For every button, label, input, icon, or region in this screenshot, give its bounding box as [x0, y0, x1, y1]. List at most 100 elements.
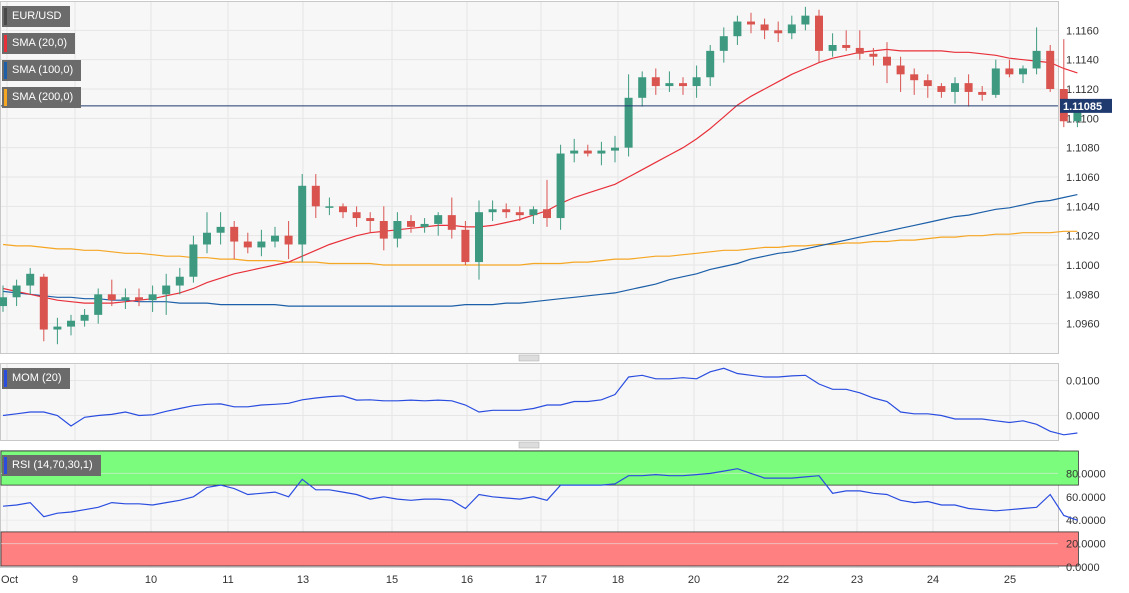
candle-body [0, 297, 7, 307]
legend-rsi[interactable]: RSI (14,70,30,1) [2, 455, 101, 476]
candle-body [162, 285, 171, 295]
x-tick-label: 10 [145, 574, 157, 586]
candle-body [420, 223, 429, 227]
candle-body [991, 68, 1000, 95]
legend-sma20[interactable]: SMA (20,0) [2, 33, 76, 54]
rsi-line [2, 468, 1078, 521]
candle-body [665, 83, 674, 87]
x-tick-label: 20 [688, 574, 700, 586]
mom-panel [0, 363, 1059, 441]
legend-mom[interactable]: MOM (20) [2, 368, 70, 389]
legend-sma200[interactable]: SMA (200,0) [2, 87, 82, 108]
candle-body [760, 24, 769, 31]
candle-body [828, 45, 837, 51]
mom-tick-label: 0.0000 [1066, 411, 1100, 423]
candle-body [475, 212, 483, 263]
candle-body [271, 235, 279, 242]
last-price-label: 1.11085 [1063, 101, 1102, 113]
y-tick-label: 1.0960 [1066, 319, 1100, 331]
candle-body [12, 285, 21, 298]
candle-body [447, 215, 456, 230]
candle-body [638, 77, 647, 98]
legend-symbol-label: EUR/USD [12, 10, 62, 22]
candle-body [910, 74, 919, 81]
candle-body [121, 297, 130, 301]
candle-body [937, 86, 946, 92]
candle-body [543, 209, 551, 219]
candle-body [842, 45, 851, 48]
x-tick-label: 9 [72, 574, 78, 586]
candle-body [1046, 50, 1055, 89]
rsi-tick-label: 20.0000 [1066, 539, 1106, 551]
candle-body [679, 83, 687, 87]
candle-body [80, 314, 89, 321]
candle-body [597, 150, 606, 154]
x-tick-label: 18 [612, 574, 624, 586]
candle-body [339, 206, 347, 213]
candle-body [869, 53, 878, 57]
x-tick-label: 23 [851, 574, 863, 586]
legend-symbol[interactable]: EUR/USD [2, 6, 70, 27]
candle-body [855, 47, 864, 54]
candle-body [896, 65, 905, 75]
candle-body [379, 221, 388, 239]
candle-body [815, 15, 823, 51]
candle-body [611, 147, 619, 151]
legend-rsi-label: RSI (14,70,30,1) [12, 459, 93, 471]
y-tick-label: 1.1140 [1066, 55, 1099, 67]
candle-body [733, 21, 742, 37]
mom-line [2, 367, 1078, 436]
legend-mom-swatch [4, 370, 7, 387]
y-tick-label: 1.1100 [1066, 113, 1099, 125]
candle-body [774, 30, 783, 34]
x-tick-label: 22 [777, 574, 789, 586]
candle-body [393, 221, 402, 239]
y-tick-label: 1.1080 [1066, 143, 1100, 155]
candle-body [488, 209, 497, 213]
candle-body [502, 209, 511, 213]
x-tick-label: 11 [222, 574, 233, 586]
candle-body [923, 80, 932, 87]
candle-body [978, 91, 987, 95]
candle-body [570, 150, 579, 154]
candle-body [556, 153, 565, 219]
legend-symbol-swatch [4, 8, 7, 25]
legend-sma200-swatch [4, 89, 7, 106]
legend-sma200-label: SMA (200,0) [12, 91, 74, 103]
candle-body [366, 218, 375, 221]
candle-body [311, 185, 320, 207]
candle-body [529, 209, 538, 216]
sma-line-1 [2, 194, 1078, 307]
candle-body [747, 21, 755, 25]
legend-sma100[interactable]: SMA (100,0) [2, 60, 82, 81]
candle-body [706, 50, 715, 78]
legend-sma100-label: SMA (100,0) [12, 64, 74, 76]
candle-body [434, 215, 443, 224]
rsi-tick-label: 40.0000 [1066, 515, 1106, 527]
x-tick-label: 24 [927, 574, 939, 586]
y-tick-label: 1.0980 [1066, 289, 1100, 301]
candle-body [407, 221, 415, 227]
candle-body [148, 294, 157, 301]
mom-tick-label: 0.0100 [1066, 376, 1100, 388]
candle-body [1032, 50, 1041, 69]
x-tick-label: 13 [297, 574, 309, 586]
candle-body [175, 276, 184, 286]
rsi-tick-label: 0.0000 [1066, 562, 1100, 574]
y-tick-label: 1.1000 [1066, 260, 1100, 272]
y-tick-label: 1.1160 [1066, 25, 1099, 37]
candle-body [1073, 106, 1082, 122]
candle-body [692, 77, 701, 87]
y-tick-label: 1.1060 [1066, 172, 1100, 184]
legend-sma20-swatch [4, 35, 7, 52]
legend-sma100-swatch [4, 62, 7, 79]
candle-body [298, 185, 307, 245]
candle-body [135, 297, 143, 301]
candle-body [216, 226, 225, 233]
x-tick-label: Oct [1, 574, 18, 586]
x-tick-label: 16 [461, 574, 473, 586]
candle-body [257, 241, 266, 248]
candle-body [951, 83, 959, 92]
candle-body [203, 232, 211, 245]
candle-body [883, 56, 891, 66]
